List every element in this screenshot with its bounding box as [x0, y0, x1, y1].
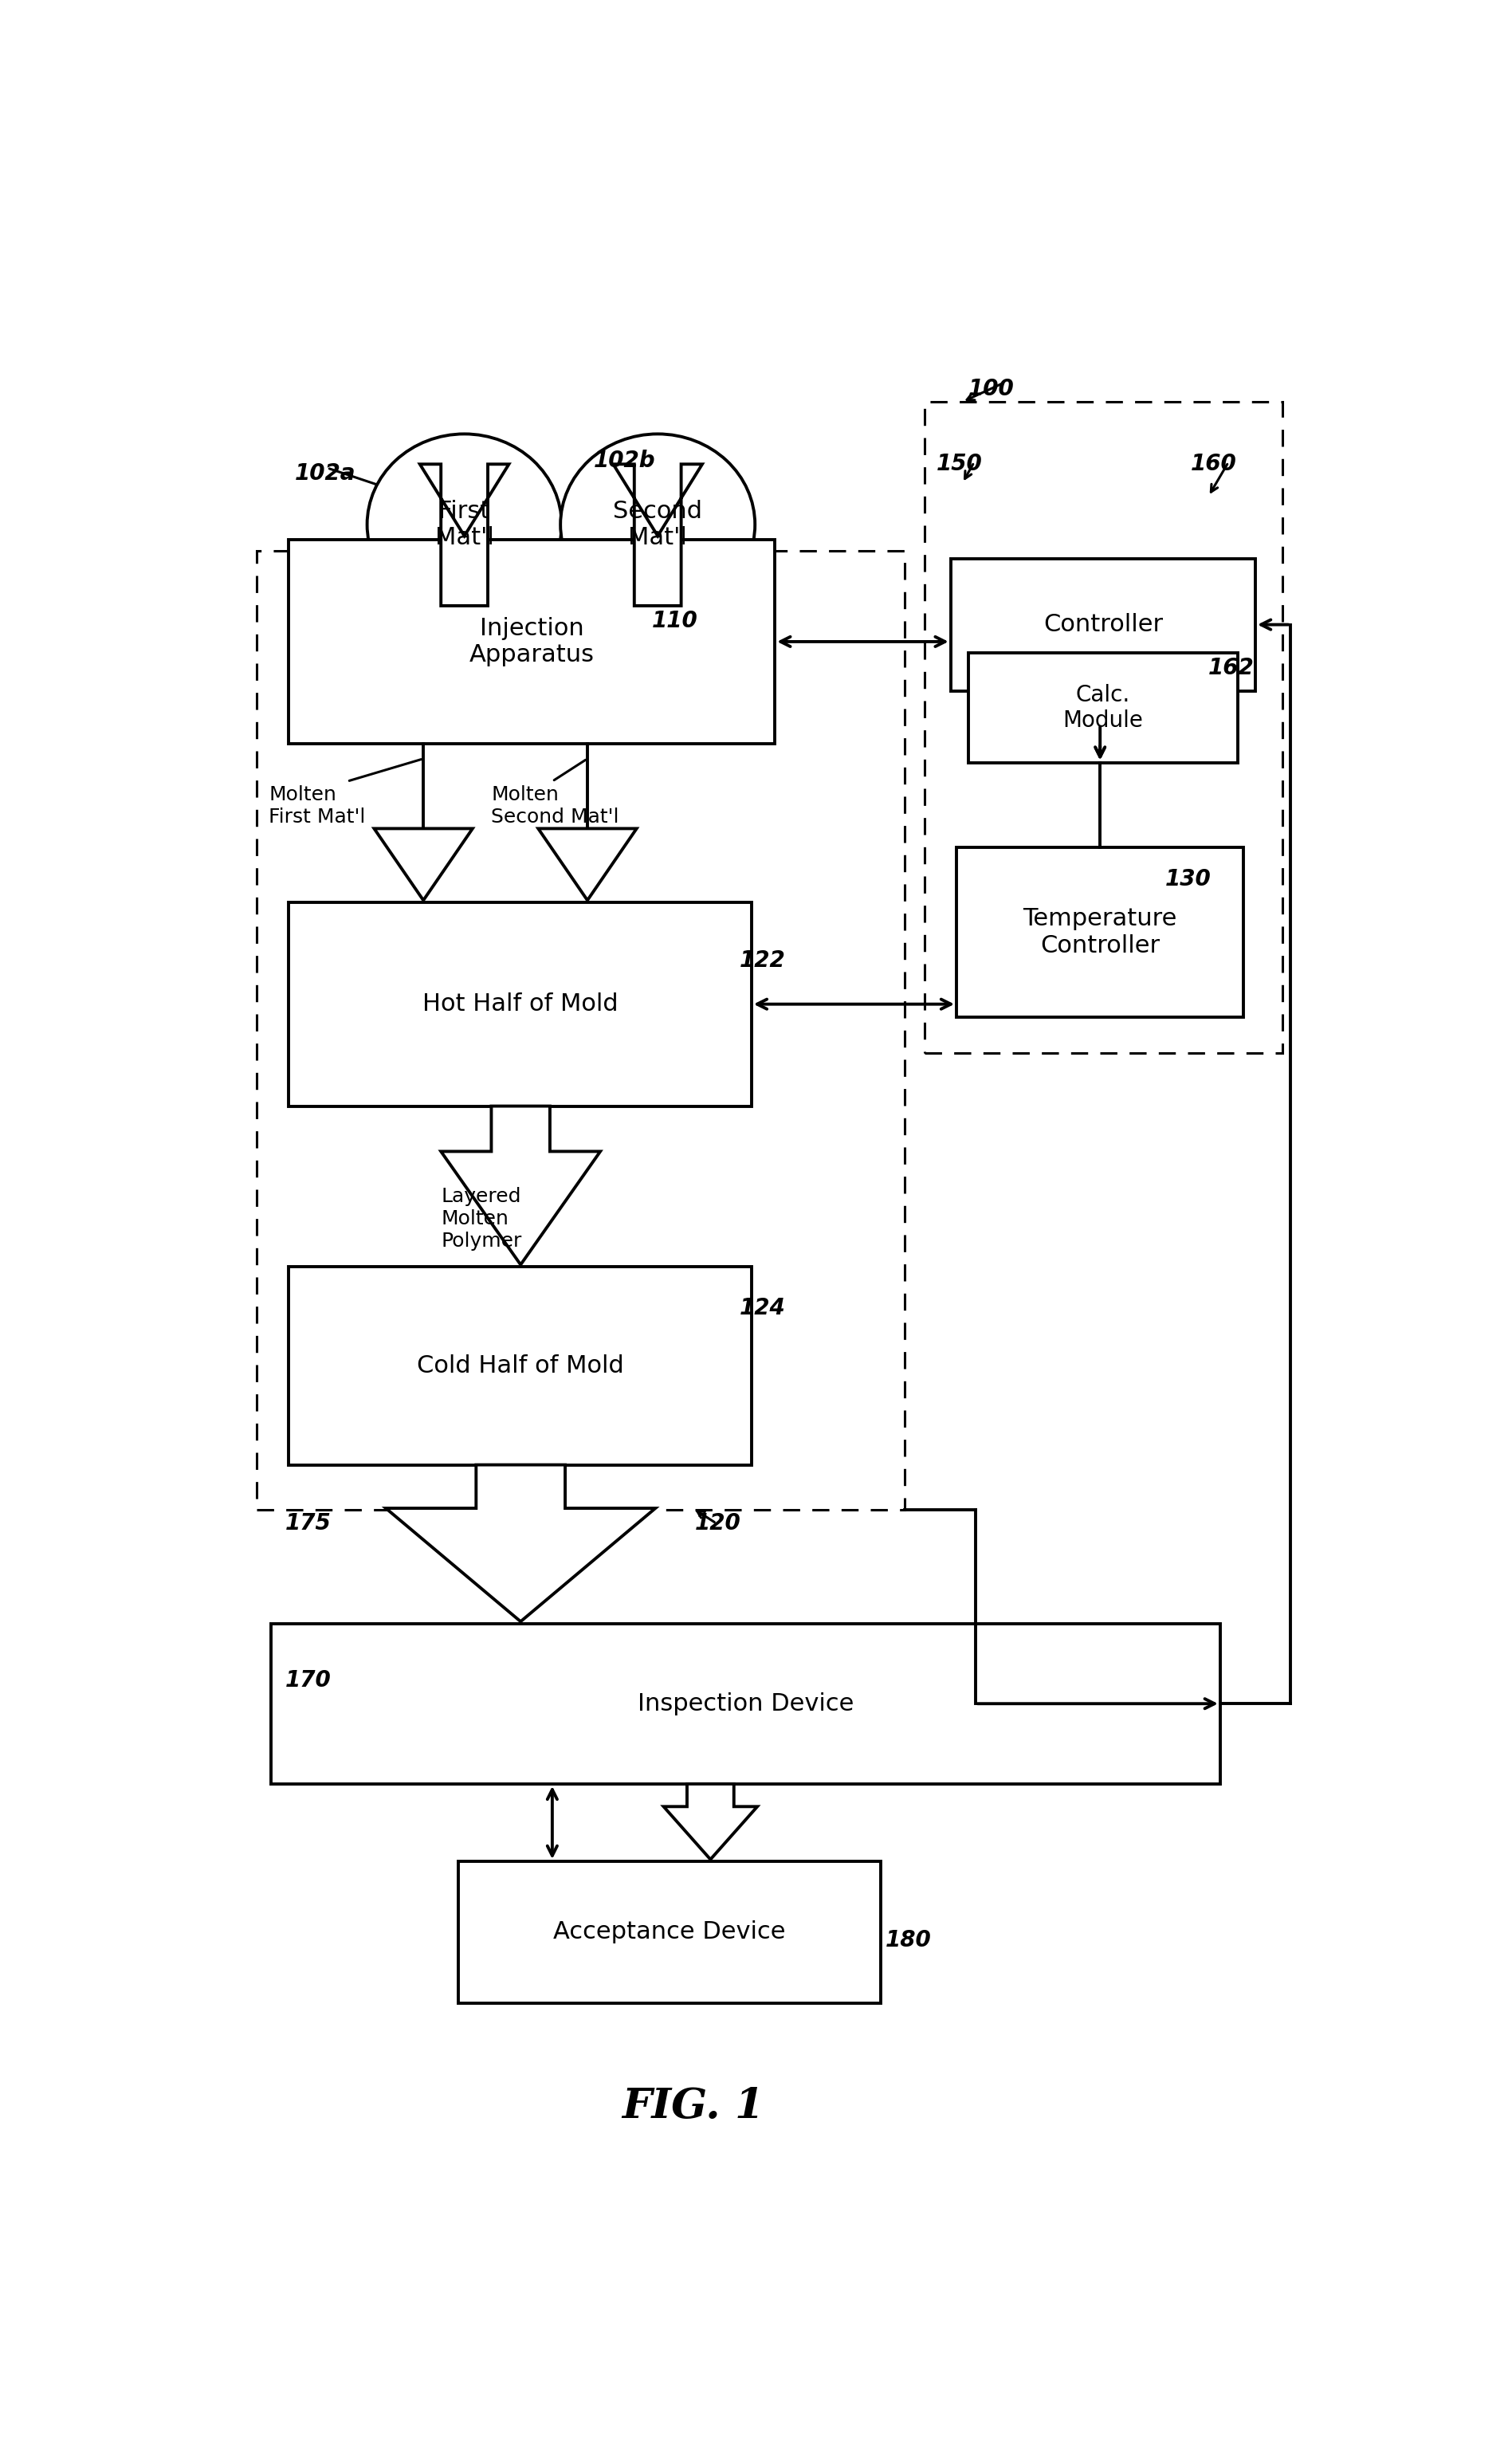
- Text: 102b: 102b: [593, 449, 655, 471]
- Text: Inspection Device: Inspection Device: [638, 1692, 854, 1716]
- Text: FIG. 1: FIG. 1: [621, 2087, 764, 2126]
- Polygon shape: [614, 463, 702, 606]
- Text: Acceptance Device: Acceptance Device: [553, 1920, 786, 1944]
- Text: Temperature
Controller: Temperature Controller: [1024, 907, 1178, 956]
- Text: Cold Half of Mold: Cold Half of Mold: [416, 1354, 623, 1378]
- Bar: [271, 1623, 1220, 1785]
- Text: 110: 110: [652, 611, 699, 633]
- Bar: [957, 848, 1243, 1018]
- Text: Hot Half of Mold: Hot Half of Mold: [422, 993, 618, 1015]
- Bar: [289, 902, 751, 1106]
- Text: 130: 130: [1166, 868, 1211, 890]
- Polygon shape: [442, 1106, 600, 1265]
- Text: 160: 160: [1191, 454, 1237, 476]
- Text: 124: 124: [739, 1297, 786, 1319]
- Text: Molten
First Mat'l: Molten First Mat'l: [269, 785, 366, 826]
- Bar: [925, 402, 1282, 1054]
- Text: First
Mat'l: First Mat'l: [435, 500, 494, 549]
- Text: Molten
Second Mat'l: Molten Second Mat'l: [491, 785, 620, 826]
- Polygon shape: [538, 829, 637, 900]
- Polygon shape: [420, 463, 510, 606]
- Text: 170: 170: [286, 1670, 331, 1692]
- Text: 102a: 102a: [295, 463, 355, 485]
- Text: 122: 122: [739, 949, 786, 971]
- Bar: [458, 1861, 880, 2003]
- Polygon shape: [373, 829, 473, 900]
- Polygon shape: [386, 1464, 655, 1621]
- Text: Controller: Controller: [1043, 613, 1163, 635]
- Bar: [968, 652, 1238, 763]
- Ellipse shape: [367, 434, 561, 615]
- Text: 162: 162: [1208, 657, 1255, 679]
- Bar: [289, 539, 776, 743]
- Text: 150: 150: [936, 454, 983, 476]
- Text: 175: 175: [286, 1513, 331, 1535]
- Bar: [951, 559, 1255, 691]
- Polygon shape: [664, 1785, 758, 1859]
- Ellipse shape: [561, 434, 754, 615]
- Text: Layered
Molten
Polymer: Layered Molten Polymer: [442, 1187, 522, 1251]
- Bar: [289, 1268, 751, 1464]
- Text: Second
Mat'l: Second Mat'l: [612, 500, 703, 549]
- Bar: [257, 552, 906, 1510]
- Text: Injection
Apparatus: Injection Apparatus: [469, 618, 594, 667]
- Text: 120: 120: [696, 1513, 741, 1535]
- Text: Calc.
Module: Calc. Module: [1063, 684, 1143, 731]
- Text: 180: 180: [885, 1930, 931, 1952]
- Text: 100: 100: [968, 378, 1015, 400]
